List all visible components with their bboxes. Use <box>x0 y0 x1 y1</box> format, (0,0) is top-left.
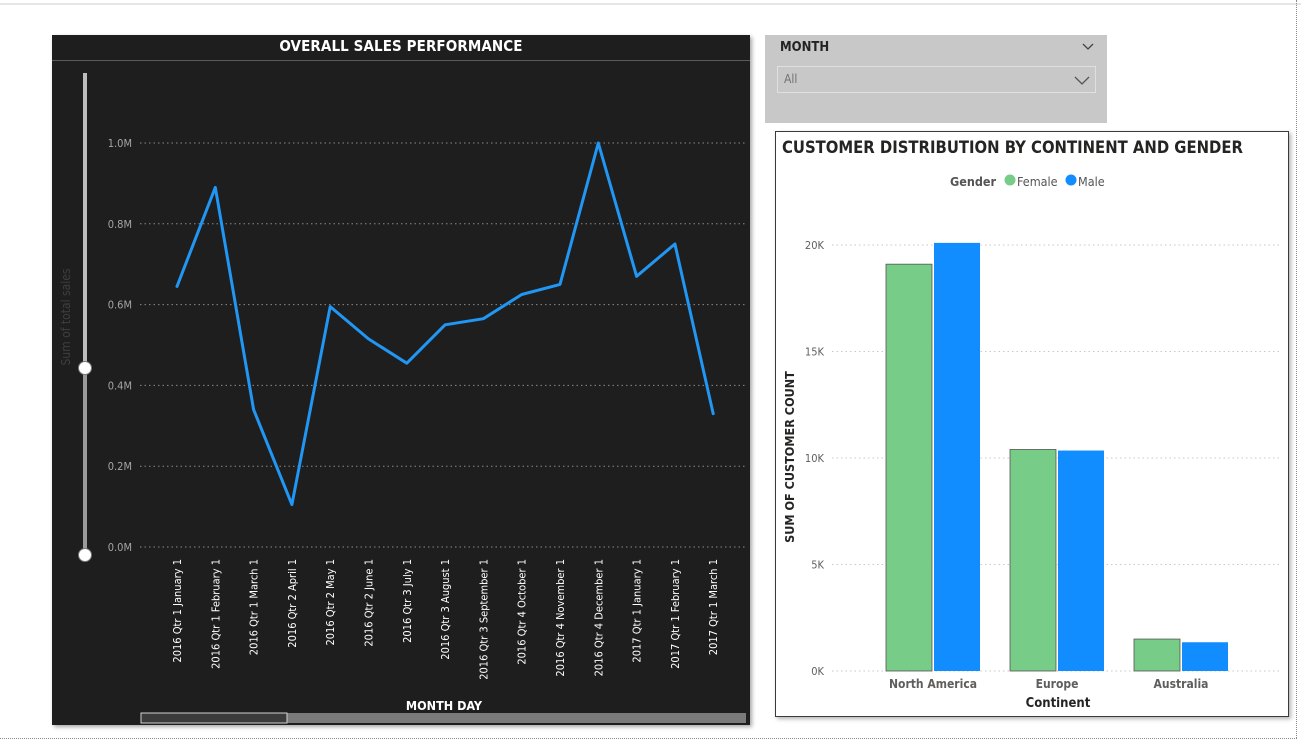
sales-x-tick-label: 2016 Qtr 4 December 1 <box>592 559 605 676</box>
sales-x-tick-label: 2016 Qtr 2 May 1 <box>324 559 337 646</box>
customer-distribution-visual[interactable]: Gender Female Male SUM OF CUSTOMER COUNT 0K 5… <box>775 131 1289 717</box>
bar-male-australia[interactable] <box>1182 642 1228 671</box>
sales-x-tick-label: 2016 Qtr 4 October 1 <box>516 559 529 665</box>
customer-x-axis-title: Continent <box>1026 696 1091 711</box>
sales-title-divider <box>52 60 750 61</box>
sales-data-point[interactable] <box>596 141 600 145</box>
dropdown-chevron-icon[interactable] <box>1074 73 1090 87</box>
sales-y-tick-label: 0.0M <box>108 541 132 554</box>
chevron-down-icon[interactable] <box>1080 39 1096 55</box>
month-slicer[interactable]: MONTH All <box>765 35 1107 123</box>
sales-data-point[interactable] <box>711 412 715 416</box>
customer-y-tick-label: 0K <box>811 665 824 678</box>
customer-x-tick-label: Australia <box>1154 677 1209 691</box>
sales-performance-visual[interactable]: Sum of total sales 0.0M 0.2M 0.4M 0.6M 0.8M 1.… <box>52 35 750 725</box>
customer-y-tick-label: 5K <box>811 559 824 572</box>
bar-female-australia[interactable] <box>1133 638 1181 672</box>
customer-y-axis-title: SUM OF CUSTOMER COUNT <box>782 371 797 543</box>
sales-x-tick-label: 2017 Qtr 1 January 1 <box>631 559 644 663</box>
zoom-slider-handle-top[interactable] <box>78 361 92 375</box>
sales-x-tick-label: 2017 Qtr 1 March 1 <box>707 559 720 655</box>
sales-data-point[interactable] <box>520 293 524 297</box>
sales-data-point[interactable] <box>443 323 447 327</box>
sales-data-point[interactable] <box>252 408 256 412</box>
sales-y-tick-label: 1.0M <box>108 137 132 150</box>
sales-x-tick-label: 2016 Qtr 2 April 1 <box>286 559 299 648</box>
legend-female-marker <box>1004 174 1016 186</box>
customer-x-tick-label: Europe <box>1036 677 1079 691</box>
sales-data-point[interactable] <box>367 337 371 341</box>
canvas-border-bottom <box>0 738 1297 739</box>
zoom-slider-handle-bottom[interactable] <box>78 548 92 562</box>
canvas-top-divider <box>0 3 1301 5</box>
sales-x-tick-label: 2016 Qtr 2 June 1 <box>363 559 376 647</box>
bar-female-europe[interactable] <box>1009 449 1057 672</box>
sales-x-tick-label: 2017 Qtr 1 February 1 <box>669 559 682 669</box>
customer-chart-title: CUSTOMER DISTRIBUTION BY CONTINENT AND G… <box>782 138 1243 157</box>
sales-data-point[interactable] <box>558 282 562 286</box>
sales-data-point[interactable] <box>213 185 217 189</box>
bar-male-europe[interactable] <box>1058 450 1104 671</box>
month-dropdown[interactable]: All <box>777 66 1096 93</box>
sales-x-tick-label: 2016 Qtr 3 September 1 <box>477 559 490 680</box>
sales-line-series[interactable] <box>175 141 715 507</box>
customer-y-tick-label: 15K <box>805 346 825 359</box>
sales-x-axis-title: MONTH DAY <box>406 698 483 713</box>
slicer-header: MONTH <box>780 40 830 55</box>
sales-x-tick-label: 2016 Qtr 1 February 1 <box>209 559 222 669</box>
canvas-border-right <box>1296 0 1297 738</box>
customer-y-tick-label: 10K <box>805 452 825 465</box>
sales-y-tick-label: 0.4M <box>108 379 132 392</box>
sales-data-point[interactable] <box>290 503 294 507</box>
sales-x-tick-label: 2016 Qtr 3 August 1 <box>439 559 452 660</box>
sales-x-tick-label: 2016 Qtr 3 July 1 <box>401 559 414 643</box>
sales-chart-title: OVERALL SALES PERFORMANCE <box>279 37 523 55</box>
sales-y-tick-label: 0.2M <box>108 460 132 473</box>
month-dropdown-value: All <box>784 72 798 86</box>
sales-x-tick-label: 2016 Qtr 4 November 1 <box>554 559 567 677</box>
sales-data-point[interactable] <box>328 305 332 309</box>
zoom-slider-range[interactable] <box>83 73 87 369</box>
customer-y-tick-label: 20K <box>805 239 825 252</box>
horizontal-scrollbar-thumb[interactable] <box>140 712 288 724</box>
legend-male-marker <box>1065 174 1077 186</box>
sales-y-tick-label: 0.8M <box>108 218 132 231</box>
sales-data-point[interactable] <box>673 242 677 246</box>
sales-y-tick-label: 0.6M <box>108 299 132 312</box>
legend-male-label: Male <box>1078 174 1105 189</box>
bar-female-north-america[interactable] <box>885 263 933 672</box>
legend-female-label: Female <box>1017 174 1058 189</box>
sales-y-axis-title: Sum of total sales <box>59 268 73 365</box>
customer-bar-chart[interactable]: Gender Female Male SUM OF CUSTOMER COUNT 0K 5… <box>776 132 1290 718</box>
bar-male-north-america[interactable] <box>934 242 980 671</box>
sales-data-point[interactable] <box>175 284 179 288</box>
customer-x-tick-label: North America <box>889 677 977 691</box>
sales-data-point[interactable] <box>405 361 409 365</box>
sales-line-chart[interactable]: Sum of total sales 0.0M 0.2M 0.4M 0.6M 0.8M 1.… <box>52 35 750 725</box>
horizontal-scrollbar-track[interactable] <box>141 713 746 723</box>
sales-data-point[interactable] <box>481 317 485 321</box>
sales-x-tick-label: 2016 Qtr 1 March 1 <box>248 559 261 655</box>
sales-x-tick-label: 2016 Qtr 1 January 1 <box>171 559 184 663</box>
legend-title: Gender <box>950 174 997 189</box>
sales-data-point[interactable] <box>635 274 639 278</box>
